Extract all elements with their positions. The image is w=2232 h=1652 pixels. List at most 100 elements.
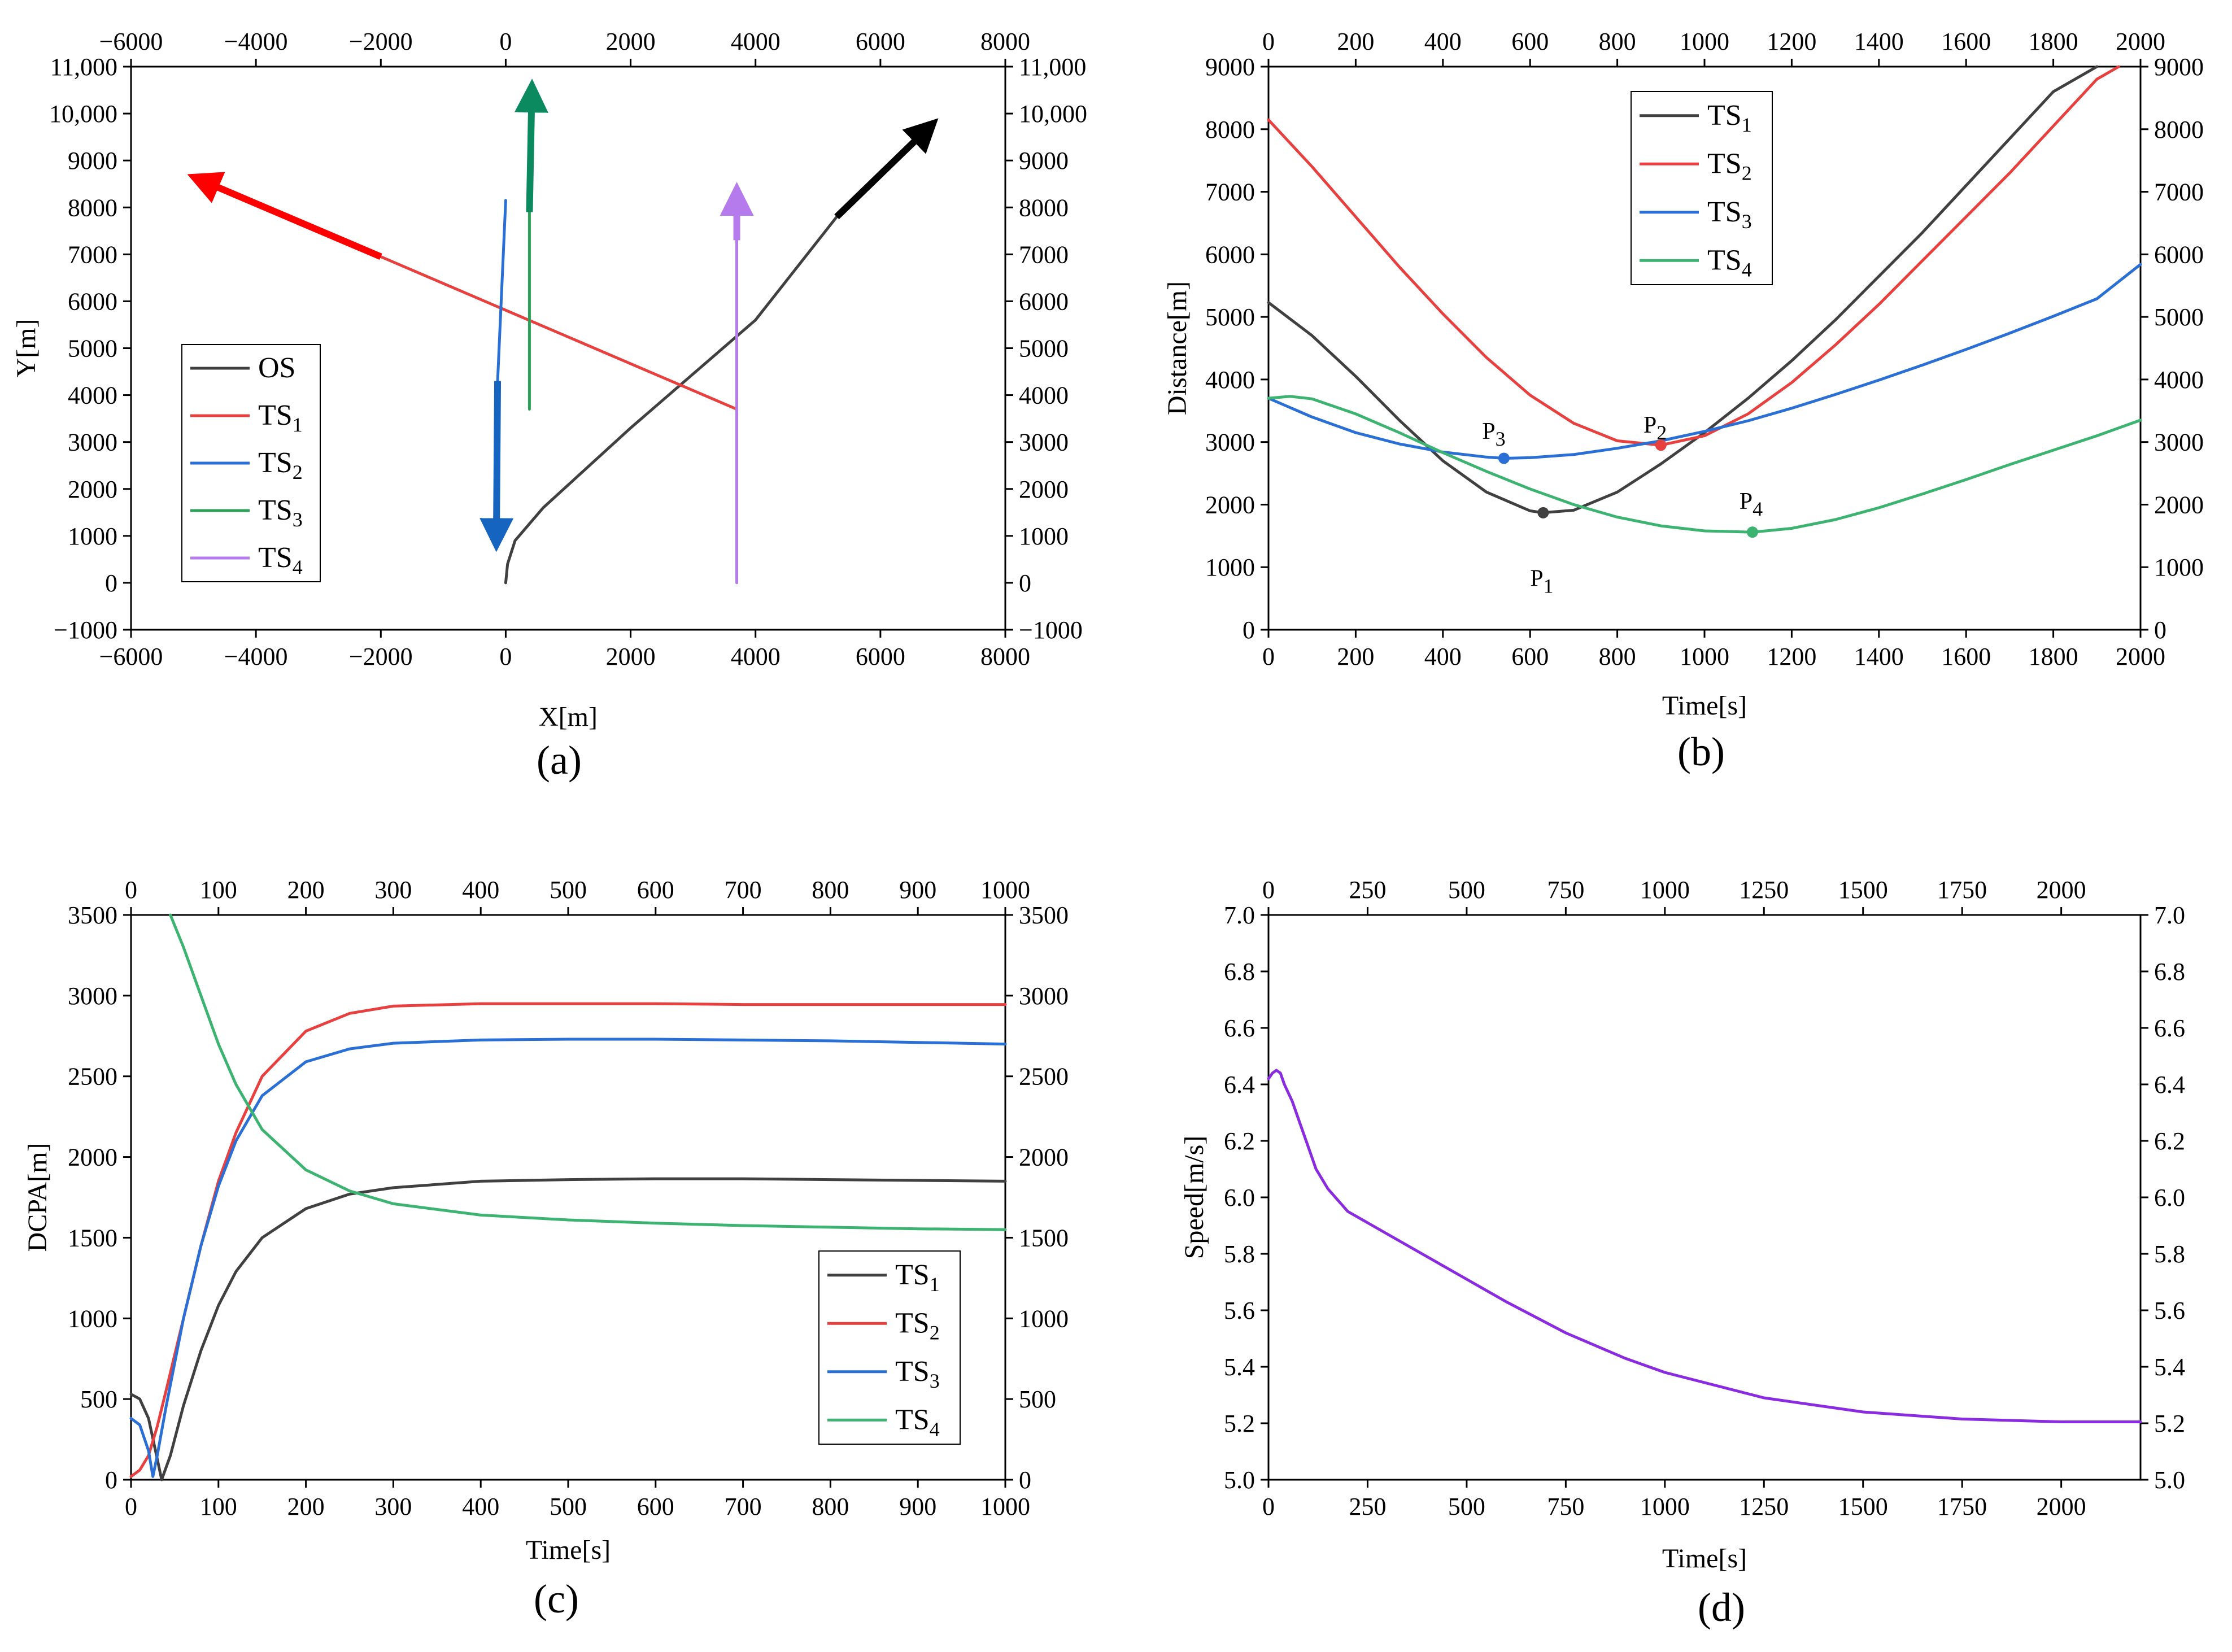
y-tick-label-right: 1000 bbox=[2154, 553, 2204, 581]
x-tick-label: 1750 bbox=[1937, 1493, 1987, 1520]
heading-arrow-TS1 bbox=[187, 172, 382, 260]
x-tick-label-top: 6000 bbox=[856, 28, 905, 55]
y-tick-label-right: 6000 bbox=[2154, 241, 2204, 268]
x-tick-label: 1400 bbox=[1854, 643, 1904, 670]
series-line-OS bbox=[504, 215, 838, 585]
x-axis-title: Time[s] bbox=[1662, 1544, 1747, 1573]
cpa-label-P4: P4 bbox=[1740, 489, 1763, 520]
x-tick-label-top: 200 bbox=[287, 876, 325, 904]
panel-caption: (b) bbox=[1677, 729, 1725, 774]
y-tick-label-right: 6.8 bbox=[2154, 958, 2185, 986]
y-tick-label-right: 3500 bbox=[1019, 901, 1069, 929]
y-tick-label: 3000 bbox=[68, 429, 117, 456]
x-tick-label: 1000 bbox=[1640, 1493, 1690, 1520]
x-tick-label: 400 bbox=[462, 1493, 499, 1520]
x-tick-label-top: 0 bbox=[499, 28, 512, 55]
y-tick-label: 5.2 bbox=[1224, 1410, 1255, 1437]
x-tick-label-top: 1000 bbox=[1640, 876, 1690, 904]
x-tick-label: 100 bbox=[200, 1493, 237, 1520]
x-tick-label: 750 bbox=[1547, 1493, 1584, 1520]
y-tick-label-right: 2000 bbox=[2154, 491, 2204, 518]
legend-label-TS3: TS3 bbox=[258, 494, 303, 531]
y-tick-label-right: 8000 bbox=[2154, 116, 2204, 143]
y-tick-label-right: 5.0 bbox=[2154, 1466, 2185, 1494]
y-tick-label: 1000 bbox=[68, 522, 117, 550]
panel-c-dcpa: 0010010020020030030040040050050060060070… bbox=[23, 876, 1069, 1622]
x-tick-label: 1800 bbox=[2029, 643, 2078, 670]
y-tick-label: 5.0 bbox=[1224, 1466, 1255, 1494]
x-tick-label: 600 bbox=[637, 1493, 674, 1520]
x-tick-label: 4000 bbox=[731, 643, 781, 670]
y-tick-label-right: 6.4 bbox=[2154, 1071, 2185, 1099]
y-tick-label: 5000 bbox=[1205, 303, 1255, 331]
x-tick-label: 800 bbox=[1599, 643, 1636, 670]
x-tick-label: 0 bbox=[1262, 1493, 1275, 1520]
y-tick-label: 5.8 bbox=[1224, 1240, 1255, 1268]
legend: TS1 TS2 TS3 TS4 bbox=[1631, 91, 1773, 285]
x-tick-label-top: 0 bbox=[1262, 28, 1275, 55]
y-tick-label: 6000 bbox=[1205, 241, 1255, 268]
x-tick-label-top: 300 bbox=[374, 876, 412, 904]
y-tick-label-right: 8000 bbox=[1019, 194, 1069, 221]
x-tick-label-top: 1400 bbox=[1854, 28, 1904, 55]
y-tick-label-right: 0 bbox=[1019, 569, 1031, 597]
series-line-TS1 bbox=[379, 255, 738, 411]
y-tick-label: 0 bbox=[1243, 616, 1255, 644]
legend-label-TS4: TS4 bbox=[895, 1403, 940, 1440]
series-line-TS1 bbox=[1267, 65, 2099, 515]
y-tick-label-right: 500 bbox=[1019, 1385, 1056, 1413]
y-tick-label: 9000 bbox=[1205, 53, 1255, 81]
panel-caption: (d) bbox=[1698, 1585, 1745, 1630]
x-tick-label-top: −2000 bbox=[349, 28, 413, 55]
x-tick-label-top: 1750 bbox=[1937, 876, 1987, 904]
y-tick-label-right: 0 bbox=[2154, 616, 2166, 644]
x-tick-label-top: 1250 bbox=[1739, 876, 1789, 904]
series-line-TS3 bbox=[1267, 263, 2142, 460]
x-tick-label: 0 bbox=[499, 643, 512, 670]
x-tick-label-top: 500 bbox=[1448, 876, 1485, 904]
panel-caption: (a) bbox=[537, 738, 582, 783]
x-tick-label: 700 bbox=[725, 1493, 762, 1520]
x-tick-label-top: 1800 bbox=[2029, 28, 2078, 55]
y-tick-label-right: 5.8 bbox=[2154, 1240, 2185, 1268]
x-tick-label: 200 bbox=[1337, 643, 1374, 670]
x-tick-label-top: 500 bbox=[550, 876, 587, 904]
y-tick-label: 1500 bbox=[68, 1224, 117, 1252]
x-tick-label-top: −6000 bbox=[99, 28, 163, 55]
x-tick-label-top: 100 bbox=[200, 876, 237, 904]
cpa-label-P1: P1 bbox=[1530, 565, 1553, 597]
y-tick-label-right: 4000 bbox=[2154, 366, 2204, 394]
x-tick-label: −6000 bbox=[99, 643, 163, 670]
y-tick-label-right: 3000 bbox=[1019, 429, 1069, 456]
x-tick-label-top: 0 bbox=[1262, 876, 1275, 904]
panel-b-distance: 0020020040040060060080080010001000120012… bbox=[1162, 28, 2204, 774]
x-tick-label-top: 1000 bbox=[980, 876, 1030, 904]
x-tick-label: 0 bbox=[125, 1493, 137, 1520]
x-tick-label-top: −4000 bbox=[224, 28, 288, 55]
y-tick-label: 5.4 bbox=[1224, 1353, 1255, 1381]
x-tick-label-top: 200 bbox=[1337, 28, 1374, 55]
y-tick-label-right: 10,000 bbox=[1019, 100, 1087, 128]
y-tick-label: 7000 bbox=[68, 241, 117, 268]
y-tick-label: 500 bbox=[80, 1385, 117, 1413]
y-tick-label: 11,000 bbox=[50, 53, 117, 81]
y-tick-label-right: 4000 bbox=[1019, 382, 1069, 409]
y-tick-label-right: 2500 bbox=[1019, 1063, 1069, 1091]
series-line-TS2 bbox=[496, 199, 507, 383]
x-tick-label: −4000 bbox=[224, 643, 288, 670]
y-tick-label-right: 5.2 bbox=[2154, 1410, 2185, 1437]
y-tick-label-right: −1000 bbox=[1019, 616, 1083, 644]
y-tick-label: 6000 bbox=[68, 287, 117, 315]
x-tick-label-top: 1200 bbox=[1767, 28, 1816, 55]
x-tick-label: 1500 bbox=[1838, 1493, 1888, 1520]
y-tick-label: 2000 bbox=[68, 476, 117, 503]
x-tick-label-top: 8000 bbox=[980, 28, 1030, 55]
y-tick-label-right: 1500 bbox=[1019, 1224, 1069, 1252]
cpa-label-P2: P2 bbox=[1644, 412, 1667, 444]
heading-arrow-TS2 bbox=[479, 381, 514, 552]
x-tick-label-top: 4000 bbox=[731, 28, 781, 55]
series-line-TS4 bbox=[1267, 395, 2142, 534]
legend: TS1 TS2 TS3 TS4 bbox=[818, 1250, 961, 1445]
y-tick-label: 10,000 bbox=[49, 100, 117, 128]
y-tick-label: 3500 bbox=[68, 901, 117, 929]
